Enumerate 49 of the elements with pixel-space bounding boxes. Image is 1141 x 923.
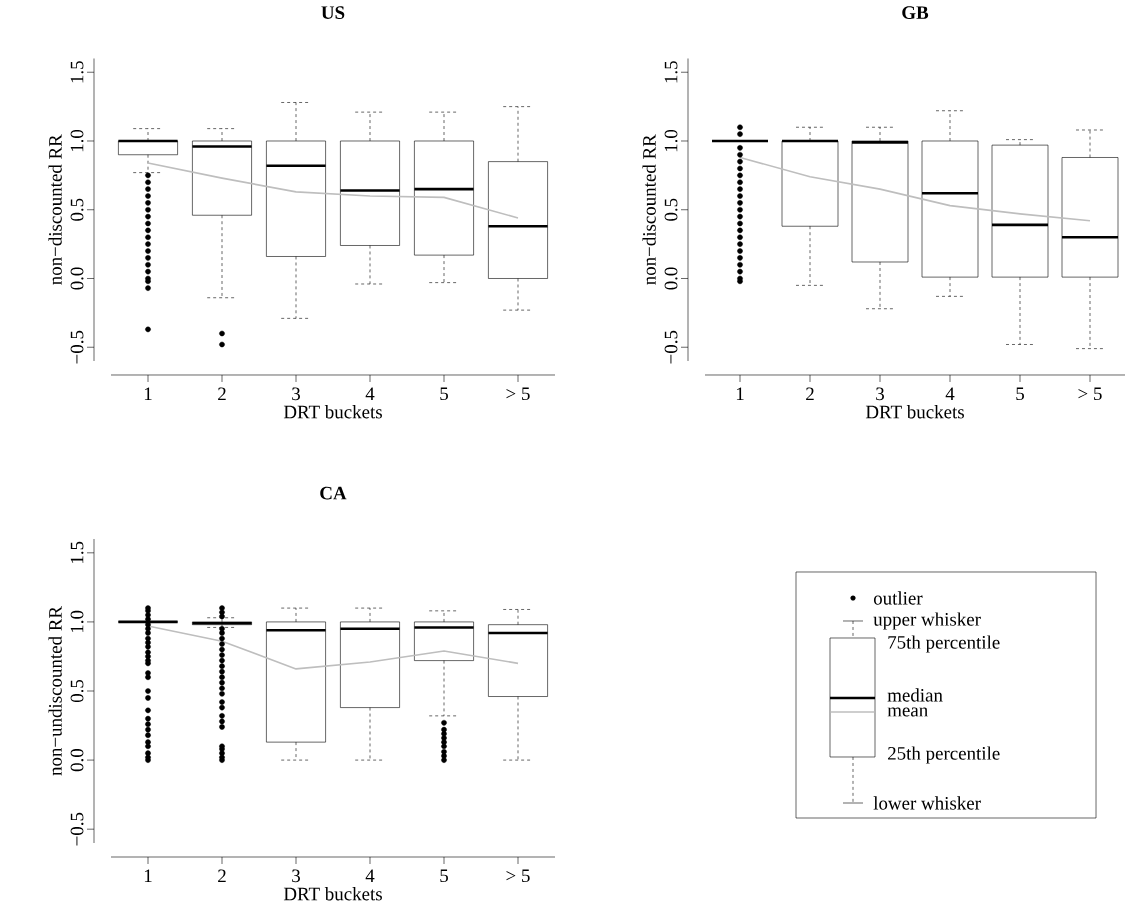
y-tick-label: 0.0 <box>664 267 678 290</box>
y-tick-label: 0.5 <box>70 198 84 221</box>
y-tick-label: 0.0 <box>70 748 84 772</box>
x-tick-label: 2 <box>806 387 814 401</box>
x-tick-label: 3 <box>876 387 884 401</box>
x-tick-label: 4 <box>365 869 375 882</box>
y-tick-label: 1.5 <box>664 61 678 83</box>
y-tick-label: 0.5 <box>664 198 678 221</box>
text: outlier <box>873 591 923 605</box>
x-tick-label: > 5 <box>1078 387 1102 401</box>
x-tick-label: 3 <box>292 387 300 401</box>
y-axis-title: non−discounted RR <box>48 134 62 285</box>
x-tick-label: 3 <box>292 869 300 883</box>
text: lower whisker <box>873 796 981 810</box>
text: 75th percentile <box>888 635 1000 653</box>
y-axis-title: non−undiscounted RR <box>48 606 62 776</box>
text: upper whisker <box>873 612 981 630</box>
chart-title: GB <box>902 6 929 19</box>
x-tick-label: 5 <box>440 387 448 401</box>
x-tick-label: 4 <box>945 387 955 400</box>
y-tick-label: 1.0 <box>664 129 678 152</box>
x-axis-title: DRT buckets <box>283 405 382 419</box>
x-tick-label: 1 <box>736 387 744 401</box>
y-tick-label: 1.5 <box>70 541 84 563</box>
text: 25th percentile <box>888 746 1000 764</box>
x-tick-label: 5 <box>440 869 448 883</box>
y-axis-title: non−discounted RR <box>642 134 656 285</box>
y-tick-label: 1.0 <box>70 610 84 633</box>
x-tick-label: 2 <box>218 387 226 401</box>
text: mean <box>887 707 928 717</box>
y-tick-label: 0.5 <box>70 679 84 703</box>
chart-title: US <box>321 6 345 19</box>
x-tick-label: 1 <box>144 387 152 401</box>
x-tick-label: > 5 <box>506 869 530 883</box>
x-axis-title: DRT buckets <box>283 887 382 901</box>
y-tick-label: 1.0 <box>70 129 84 152</box>
x-tick-label: > 5 <box>506 387 530 401</box>
y-tick-label: −0.5 <box>70 330 84 364</box>
y-tick-label: −0.5 <box>70 812 84 846</box>
y-tick-label: 1.5 <box>70 61 84 83</box>
y-tick-label: −0.5 <box>664 330 678 364</box>
x-tick-label: 2 <box>218 869 226 883</box>
x-tick-label: 5 <box>1016 387 1024 401</box>
x-tick-label: 4 <box>365 387 375 400</box>
chart-title: CA <box>320 486 347 500</box>
y-tick-label: 0.0 <box>70 267 84 290</box>
x-tick-label: 1 <box>144 869 152 883</box>
x-axis-title: DRT buckets <box>865 405 964 419</box>
text: median <box>887 688 943 702</box>
